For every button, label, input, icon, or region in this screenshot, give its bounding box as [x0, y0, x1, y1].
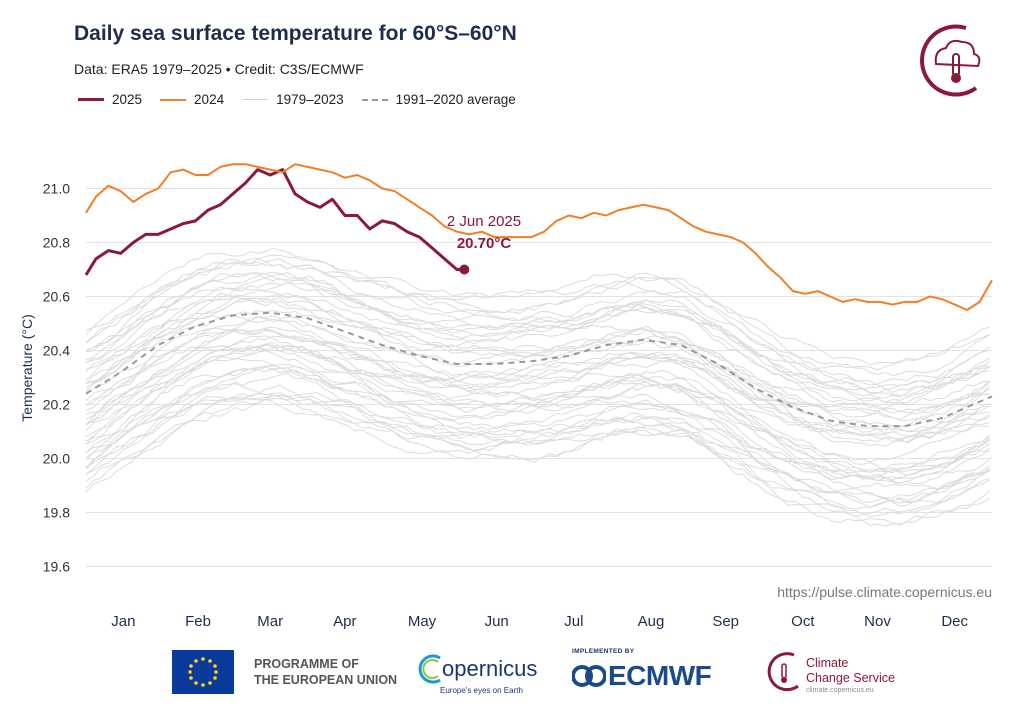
x-tick-label: Oct: [791, 613, 815, 630]
y-tick-label: 21.0: [43, 181, 70, 197]
x-tick-label: Sep: [712, 613, 739, 630]
history-year-line: [85, 261, 990, 371]
history-year-line: [85, 347, 990, 479]
implemented-by-text: IMPLEMENTED BY: [572, 648, 635, 655]
history-year-line: [85, 277, 990, 403]
history-year-line: [85, 394, 990, 526]
history-year-line: [85, 372, 990, 510]
history-year-line: [85, 349, 990, 473]
history-year-line: [85, 396, 990, 507]
history-year-line: [85, 254, 990, 377]
series-line-2024: [85, 163, 993, 311]
history-year-line: [85, 271, 990, 404]
history-year-line: [85, 363, 990, 499]
legend-swatch-2024: [160, 98, 187, 101]
x-tick-label: Jan: [111, 613, 135, 630]
history-year-line: [85, 275, 990, 394]
x-tick-label: Jul: [564, 613, 583, 630]
series-line-average: [85, 311, 993, 428]
legend-label-history: 1979–2023: [276, 92, 344, 107]
history-year-line: [85, 314, 990, 431]
x-tick-label: Nov: [864, 613, 891, 630]
y-tick-label: 19.8: [43, 505, 70, 521]
x-tick-label: Jun: [485, 613, 509, 630]
history-year-line: [85, 335, 990, 474]
legend-item-history[interactable]: 1979–2023: [242, 92, 344, 107]
history-year-line: [85, 271, 990, 397]
history-year-line: [85, 393, 990, 504]
history-year-line: [85, 367, 990, 489]
history-year-line: [85, 316, 990, 447]
ecmwf-mark-icon: [572, 665, 606, 687]
axis-layer: 19.6 19.8 20.0 20.2 20.4 20.6 20.8 21.0 Jan Feb Ma…: [43, 181, 969, 631]
history-year-line: [85, 272, 990, 391]
legend-item-2024[interactable]: 2024: [160, 92, 224, 107]
y-tick-label: 20.8: [43, 235, 70, 251]
legend-swatch-history: [242, 99, 269, 100]
x-tick-label: Dec: [941, 613, 968, 630]
series-line-2025: [84, 168, 465, 276]
x-tick-label: Feb: [185, 613, 211, 630]
series-lines: [84, 163, 993, 428]
chart-canvas: 19.6 19.8 20.0 20.2 20.4 20.6 20.8 21.0 Jan Feb Ma…: [19, 163, 993, 631]
legend-label-average: 1991–2020 average: [395, 92, 516, 107]
ccs-line-1: Climate: [806, 656, 849, 670]
ccs-line-2: Change Service: [806, 671, 895, 685]
annotation-value: 20.70°C: [457, 235, 512, 252]
y-tick-label: 19.6: [43, 559, 70, 575]
grid-layer: [86, 188, 992, 567]
eu-flag-icon: [172, 650, 234, 694]
history-year-line: [85, 383, 990, 509]
y-tick-label: 20.4: [43, 343, 70, 359]
x-tick-label: Apr: [333, 613, 356, 630]
history-year-line: [85, 342, 990, 473]
chart-title: Daily sea surface temperature for 60°S–6…: [74, 22, 517, 45]
legend-swatch-average: [361, 98, 388, 101]
ccs-logo-icon: [767, 652, 799, 692]
x-tick-label: May: [408, 613, 437, 630]
history-year-line: [85, 315, 990, 433]
eu-programme-text: PROGRAMME OF THE EUROPEAN UNION: [254, 656, 397, 688]
y-tick-label: 20.6: [43, 289, 70, 305]
ccs-name: Climate Change Service: [806, 656, 895, 686]
eu-line-2: THE EUROPEAN UNION: [254, 673, 398, 687]
copernicus-tagline: Europe's eyes on Earth: [440, 686, 523, 695]
source-url[interactable]: https://pulse.climate.copernicus.eu: [777, 584, 992, 600]
copernicus-c-icon: [418, 654, 441, 684]
y-axis-label: Temperature (°C): [19, 314, 35, 422]
history-year-line: [85, 329, 990, 443]
history-year-line: [85, 287, 990, 415]
history-year-line: [85, 247, 990, 366]
series-2025-endpoint-marker[interactable]: [459, 264, 470, 275]
history-year-line: [85, 366, 990, 490]
history-year-line: [85, 343, 990, 474]
y-tick-label: 20.0: [43, 451, 70, 467]
c3s-logo: [920, 24, 981, 97]
chart-subtitle: Data: ERA5 1979–2025 • Credit: C3S/ECMWF: [74, 61, 364, 77]
x-tick-label: Mar: [257, 613, 283, 630]
history-year-line: [85, 294, 990, 413]
ecmwf-logo-text: ECMWF: [608, 660, 712, 691]
eu-line-1: PROGRAMME OF: [254, 657, 359, 671]
chart-legend: 2025 2024 1979–2023 1991–2020 average: [78, 92, 534, 107]
history-lines: [85, 247, 990, 527]
legend-item-2025[interactable]: 2025: [78, 92, 142, 107]
history-year-line: [85, 335, 990, 443]
legend-swatch-2025: [78, 98, 104, 101]
history-year-line: [85, 344, 990, 463]
history-year-line: [85, 310, 990, 421]
history-year-line: [85, 392, 990, 518]
ccs-url: climate.copernicus.eu: [806, 687, 874, 694]
copernicus-logo-text: opernicus: [442, 656, 538, 681]
annotation-date: 2 Jun 2025: [447, 213, 521, 230]
x-tick-label: Aug: [638, 613, 665, 630]
legend-item-average[interactable]: 1991–2020 average: [361, 92, 516, 107]
history-year-line: [85, 258, 990, 386]
y-tick-label: 20.2: [43, 397, 70, 413]
legend-label-2025: 2025: [112, 92, 143, 107]
legend-label-2024: 2024: [194, 92, 225, 107]
